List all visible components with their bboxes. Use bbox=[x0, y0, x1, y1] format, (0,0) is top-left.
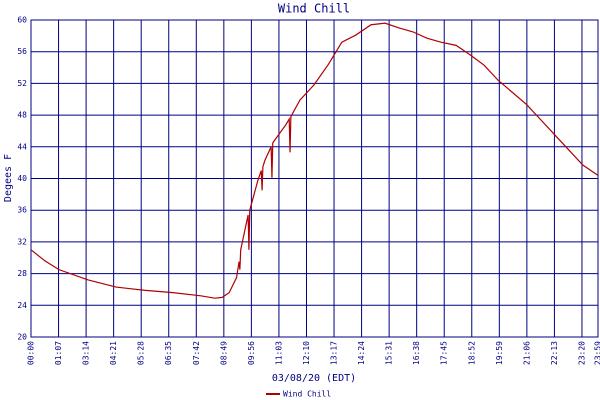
y-tick-label: 52 bbox=[17, 79, 27, 88]
x-tick-label: 16:38 bbox=[412, 341, 421, 365]
x-tick-label: 12:10 bbox=[302, 341, 311, 365]
y-tick-label: 56 bbox=[17, 47, 27, 56]
x-tick-label: 18:52 bbox=[467, 341, 476, 365]
x-tick-label: 17:45 bbox=[440, 341, 449, 365]
y-tick-label: 20 bbox=[17, 333, 27, 342]
x-tick-label: 07:42 bbox=[192, 341, 201, 365]
x-tick-label: 05:28 bbox=[137, 341, 146, 365]
x-tick-label: 15:31 bbox=[385, 341, 394, 365]
x-tick-label: 06:35 bbox=[164, 341, 173, 365]
x-tick-label: 13:17 bbox=[330, 341, 339, 365]
x-tick-label: 22:13 bbox=[550, 341, 559, 365]
x-tick-label: 09:56 bbox=[247, 341, 256, 365]
x-tick-label: 14:24 bbox=[357, 341, 366, 365]
x-tick-label: 21:06 bbox=[522, 341, 531, 365]
y-tick-label: 40 bbox=[17, 174, 27, 183]
x-tick-label: 19:59 bbox=[495, 341, 504, 365]
x-tick-label: 08:49 bbox=[219, 341, 228, 365]
x-tick-label: 23:20 bbox=[577, 341, 586, 365]
data-line bbox=[30, 22, 599, 299]
chart-title: Wind Chill bbox=[278, 2, 350, 16]
x-tick-label: 00:00 bbox=[27, 341, 36, 365]
x-tick-label: 11:03 bbox=[274, 341, 283, 365]
x-tick-label: 01:07 bbox=[54, 341, 63, 365]
y-tick-label: 44 bbox=[17, 142, 27, 151]
y-tick-label: 36 bbox=[17, 206, 27, 215]
x-tick-label: 23:59 bbox=[594, 341, 600, 365]
plot-border bbox=[30, 19, 599, 338]
x-axis-label: 03/08/20 (EDT) bbox=[272, 373, 356, 384]
y-tick-label: 48 bbox=[17, 111, 27, 120]
y-tick-label: 32 bbox=[17, 237, 27, 246]
x-tick-label: 04:21 bbox=[109, 341, 118, 365]
y-tick-label: 24 bbox=[17, 301, 27, 310]
y-tick-label: 60 bbox=[17, 16, 27, 25]
y-tick-label: 28 bbox=[17, 269, 27, 278]
legend-label: Wind Chill bbox=[283, 390, 331, 399]
x-tick-label: 03:14 bbox=[82, 341, 91, 365]
y-axis-label: Degees F bbox=[3, 154, 14, 202]
